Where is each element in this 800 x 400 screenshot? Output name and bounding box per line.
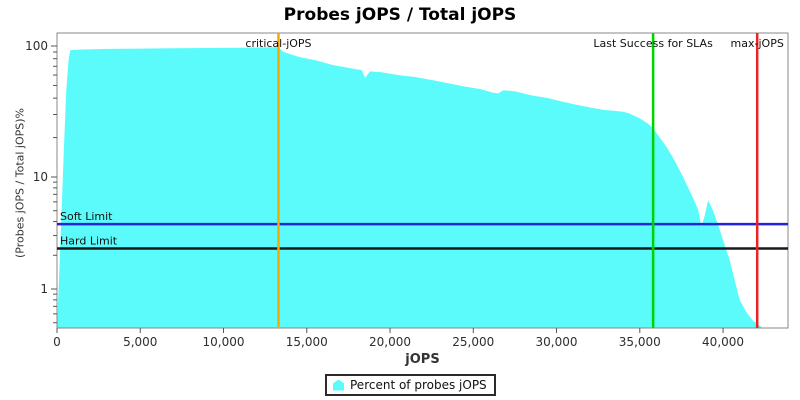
- x-axis-label: jOPS: [405, 352, 440, 367]
- x-tick-label: 35,000: [619, 335, 661, 349]
- x-tick-label: 0: [53, 335, 61, 349]
- hard-limit-label: Hard Limit: [60, 234, 118, 247]
- y-tick-label: 1: [40, 282, 48, 296]
- y-tick-label: 10: [33, 170, 48, 184]
- x-tick-label: 15,000: [286, 335, 328, 349]
- series-marker-icon: [333, 379, 344, 391]
- y-tick-label: 100: [25, 39, 48, 53]
- x-tick-label: 5,000: [123, 335, 157, 349]
- x-tick-label: 10,000: [203, 335, 245, 349]
- legend-series-label: Percent of probes jOPS: [350, 378, 487, 392]
- legend-box: Percent of probes jOPS: [325, 374, 496, 396]
- x-tick-label: 40,000: [702, 335, 744, 349]
- x-tick-label: 20,000: [369, 335, 411, 349]
- x-tick-label: 25,000: [452, 335, 494, 349]
- x-tick-label: 30,000: [536, 335, 578, 349]
- critical-jops-label: critical-jOPS: [245, 37, 311, 50]
- soft-limit-label: Soft Limit: [60, 210, 113, 223]
- probes-area-series: [57, 47, 762, 328]
- last-success-label: Last Success for SLAs: [593, 37, 713, 50]
- max-jops-label: max-jOPS: [731, 37, 784, 50]
- plot-border: [56, 32, 789, 329]
- y-axis-label: (Probes jOPS / Total jOPS)%: [13, 107, 27, 259]
- chart-title: Probes jOPS / Total jOPS: [283, 5, 517, 25]
